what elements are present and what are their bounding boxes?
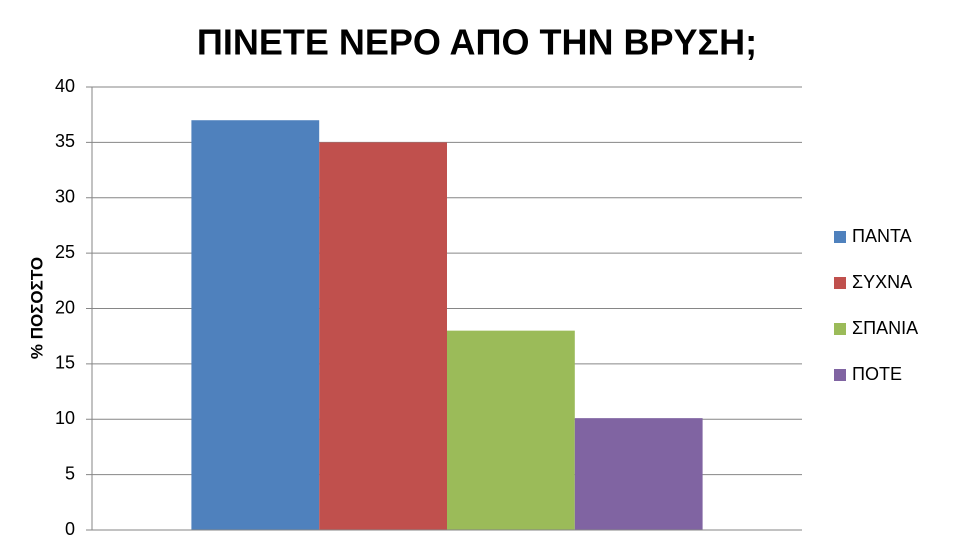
legend-label: ΠΟΤΕ [852, 364, 902, 384]
legend-swatch [834, 323, 846, 335]
y-tick-label: 30 [55, 187, 75, 207]
y-tick-label: 5 [65, 463, 75, 483]
y-tick-label: 25 [55, 242, 75, 262]
legend-swatch [834, 231, 846, 243]
chart-title: ΠΙΝΕΤΕ ΝΕΡΟ ΑΠΟ ΤΗΝ ΒΡΥΣΗ; [197, 22, 757, 63]
y-tick-label: 35 [55, 131, 75, 151]
bar [447, 330, 575, 530]
legend-swatch [834, 277, 846, 289]
legend-label: ΠΑΝΤΑ [852, 226, 912, 246]
legend-label: ΣΠΑΝΙΑ [852, 318, 918, 338]
y-tick-label: 10 [55, 408, 75, 428]
legend-label: ΣΥΧΝΑ [852, 272, 912, 292]
y-tick-label: 20 [55, 297, 75, 317]
y-tick-label: 0 [65, 519, 75, 539]
y-tick-label: 15 [55, 353, 75, 373]
legend-swatch [834, 369, 846, 381]
y-axis-label: % ΠΟΣΟΣΤΟ [27, 257, 46, 359]
bar [574, 418, 703, 530]
bar [191, 120, 320, 530]
bar [319, 142, 447, 530]
y-tick-label: 40 [55, 76, 75, 96]
